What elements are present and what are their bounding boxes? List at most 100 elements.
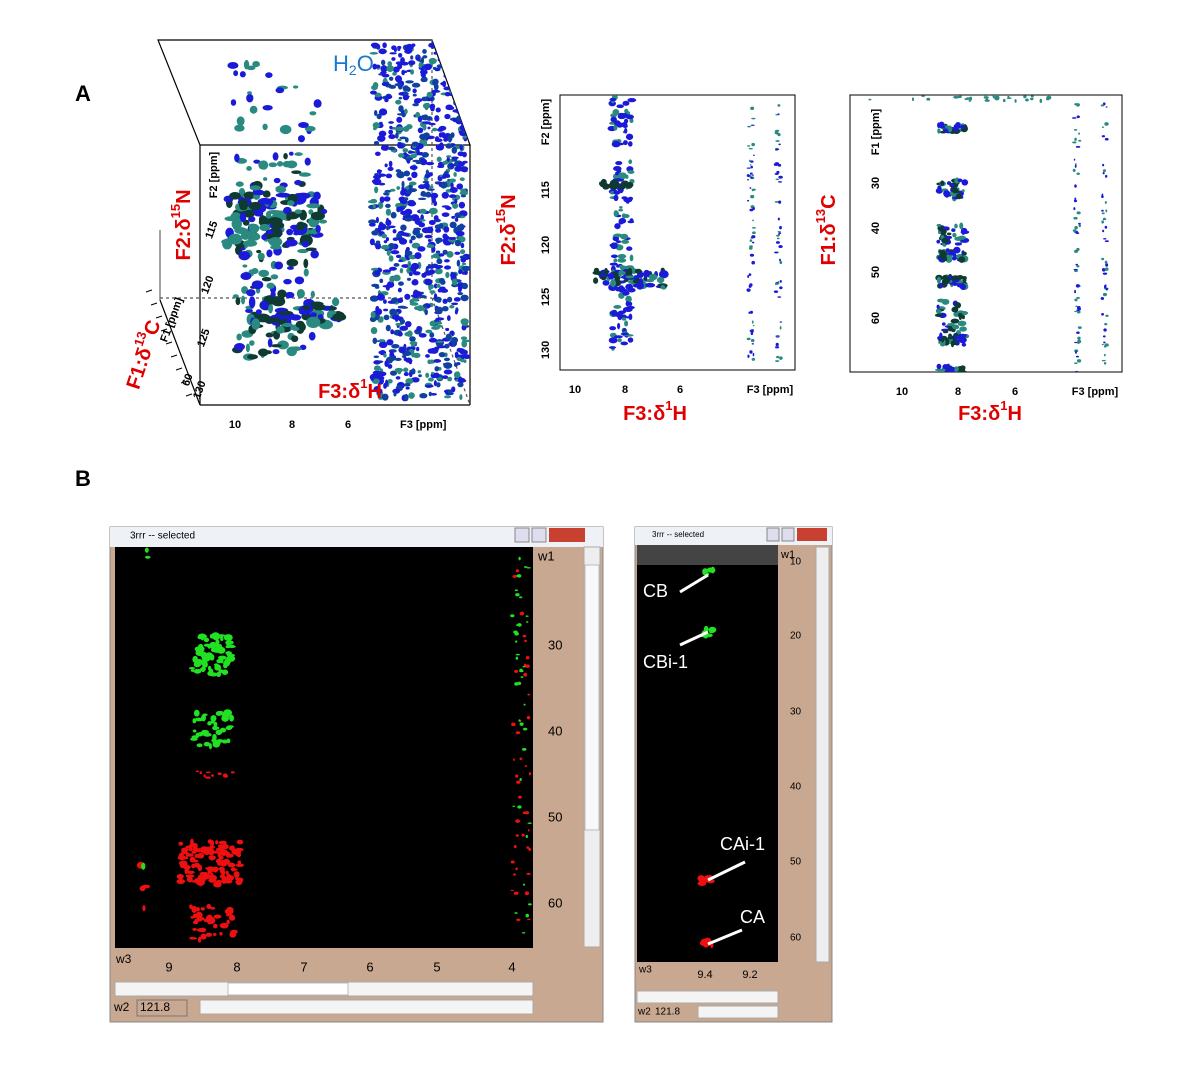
peak [203, 637, 210, 643]
peak [1074, 184, 1077, 188]
max-button[interactable] [781, 527, 795, 542]
scrollbar[interactable] [815, 546, 830, 963]
peak [451, 278, 458, 286]
peak [452, 202, 459, 209]
peak [371, 378, 380, 384]
peak [1101, 126, 1105, 128]
peak [311, 303, 327, 311]
peak [436, 64, 444, 69]
peak [294, 152, 303, 156]
min-button[interactable] [514, 527, 530, 543]
peak [1101, 220, 1104, 224]
peak [214, 664, 222, 671]
peak [992, 95, 996, 98]
peak [951, 306, 959, 313]
scrollbar[interactable] [636, 990, 779, 1004]
peak [213, 923, 218, 929]
peak [1072, 168, 1076, 173]
peak [433, 293, 438, 300]
peak [278, 310, 294, 316]
scrollbar[interactable] [199, 999, 534, 1015]
peak [234, 342, 246, 351]
peak [960, 124, 965, 130]
field-value: 121.8 [140, 1000, 170, 1014]
peak [272, 349, 280, 355]
peak [410, 340, 416, 347]
peak [422, 55, 428, 59]
peak [229, 931, 237, 938]
peak [527, 903, 532, 906]
peak [1006, 97, 1012, 99]
peak [617, 113, 627, 120]
peak [1103, 328, 1107, 332]
peak [426, 188, 435, 191]
peak [219, 634, 223, 639]
peaks [136, 41, 1109, 949]
peak [272, 152, 279, 161]
label-part: C [140, 318, 165, 339]
tick-label: 40 [548, 723, 562, 738]
peak [221, 739, 228, 744]
peak [388, 129, 394, 135]
scroll-thumb[interactable] [227, 982, 349, 996]
close-button[interactable] [549, 528, 585, 542]
peak [617, 258, 627, 263]
peak [1101, 212, 1105, 215]
peak [953, 311, 960, 317]
peak [367, 200, 377, 204]
peak [749, 239, 753, 242]
peak [966, 97, 970, 100]
peak [643, 277, 647, 281]
peak [377, 267, 381, 271]
peak [746, 288, 751, 292]
peak [1025, 98, 1029, 102]
w2-field[interactable] [136, 999, 188, 1017]
peak [614, 335, 623, 339]
peak [253, 159, 261, 164]
peak [373, 109, 378, 116]
peak [394, 367, 404, 373]
axis-label: F3:δ1H [958, 398, 1022, 425]
peak [746, 337, 751, 341]
max-button[interactable] [531, 527, 547, 543]
peak [211, 738, 216, 743]
peak [260, 300, 269, 310]
peak [436, 156, 442, 163]
peak-group [592, 95, 783, 362]
peak [424, 105, 429, 111]
peak [955, 193, 963, 200]
peak [395, 61, 403, 65]
peak [456, 58, 466, 65]
peak [285, 239, 298, 247]
peak [246, 232, 261, 241]
scrollbar[interactable] [697, 1005, 779, 1019]
peak [775, 360, 780, 362]
peak [318, 219, 328, 224]
peak [749, 187, 752, 189]
scroll-thumb[interactable] [584, 564, 600, 831]
box-edge [431, 297, 471, 406]
peak [372, 204, 376, 209]
peak [424, 278, 433, 286]
min-button[interactable] [766, 527, 780, 542]
peak [430, 192, 439, 199]
peak [308, 209, 314, 215]
close-button[interactable] [797, 528, 827, 541]
peak [279, 124, 292, 135]
peak [404, 137, 409, 143]
peak [419, 208, 427, 214]
peak [777, 133, 781, 137]
peak [186, 865, 191, 870]
peak [416, 326, 421, 332]
peak [527, 822, 532, 825]
tick-label: 4 [508, 959, 515, 974]
peak [776, 355, 780, 359]
peak [1076, 172, 1080, 175]
field-value: 121.8 [655, 1007, 680, 1018]
axis-label: F1:δ13C [813, 194, 840, 265]
peak [1074, 298, 1078, 302]
peak [623, 118, 629, 124]
peak [625, 133, 634, 140]
peak [750, 165, 753, 169]
peak [421, 227, 431, 234]
